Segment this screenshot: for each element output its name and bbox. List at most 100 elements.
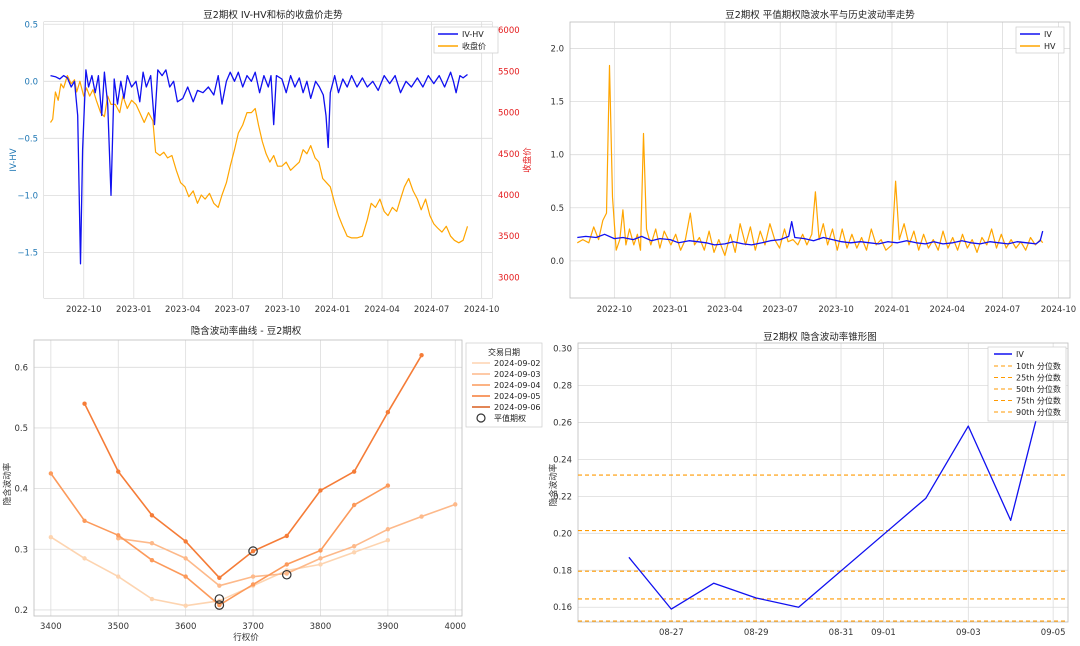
x-tick-label: 08-27 (659, 628, 684, 638)
iv-hv-price-panel: 豆2期权 IV-HV和标的收盘价走势 IV-HV 收盘价 2022-10 2023… (9, 9, 533, 315)
legend-atm-swatch (476, 413, 486, 423)
smile-point (82, 401, 87, 406)
y-tick-label: 0.0 (24, 77, 38, 87)
atm-marker (248, 546, 258, 556)
legend-label: HV (1044, 42, 1056, 51)
smile-point (419, 514, 424, 519)
smile-point (351, 544, 357, 549)
plot-frame (577, 342, 1069, 623)
legend-box (1015, 26, 1065, 54)
x-tick-label: 2023-01 (652, 305, 688, 315)
x-axis-label: 行权价 (233, 632, 259, 643)
y-tick-label: 0.24 (553, 455, 572, 465)
x-tick-label: 2023-04 (707, 305, 743, 315)
y-tick-label: 0.5 (24, 20, 38, 30)
x-tick-label: 2023-04 (165, 305, 201, 315)
smile-point (385, 409, 391, 415)
atm-marker (214, 594, 225, 604)
smile-point (183, 556, 188, 561)
legend-label: 2024-09-06 (494, 403, 541, 412)
smile-point (183, 574, 188, 579)
plot-area (570, 22, 1070, 298)
y-tick-label: 0.5 (14, 424, 28, 434)
smile-point (351, 469, 357, 474)
smile-point (183, 603, 188, 608)
price-line (50, 75, 469, 244)
legend-label: 2024-09-04 (494, 381, 541, 390)
x-tick-label: 3900 (377, 622, 399, 632)
smile-point (318, 488, 323, 493)
x-tick-label: 2023-07 (215, 305, 251, 315)
x-tick-label: 2024-10 (1041, 305, 1077, 315)
plot-area (44, 22, 492, 298)
x-tick-label: 2024-07 (985, 305, 1021, 315)
iv-smile-panel: 隐含波动率曲线 - 豆2期权 行权价 隐含波动率 3400 3500 3600 370… (2, 325, 543, 643)
smile-point (385, 537, 391, 543)
legend-title: 交易日期 (488, 347, 520, 357)
smile-point (284, 562, 289, 567)
x-tick-label: 2023-07 (762, 305, 798, 315)
smile-point (284, 533, 289, 539)
legend-label: IV (1044, 30, 1052, 39)
iv-line (628, 352, 1054, 610)
x-tick-label: 3500 (107, 622, 129, 632)
y2-axis-label: 收盘价 (522, 147, 533, 173)
legend-label: 2024-09-03 (494, 370, 541, 379)
y-tick-label: 0.0 (550, 257, 564, 267)
smile-point (351, 550, 357, 555)
y-tick-label: −1.5 (17, 248, 38, 258)
legend-label: 50th 分位数 (1016, 384, 1061, 394)
y-tick-label: 0.22 (553, 492, 572, 502)
smile-point (149, 541, 155, 546)
y-tick-label: 0.5 (550, 204, 564, 214)
smile-point (318, 556, 323, 561)
y2-tick-label: 3000 (498, 273, 520, 283)
smile-point (149, 513, 155, 518)
legend-box (987, 346, 1067, 422)
x-tick-label: 09-03 (956, 628, 981, 638)
legend-label: IV (1016, 350, 1024, 359)
x-tick-label: 3400 (40, 622, 62, 632)
legend-label: 2024-09-05 (494, 392, 541, 401)
smile-point (116, 533, 121, 538)
chart-title: 豆2期权 IV-HV和标的收盘价走势 (203, 9, 343, 21)
smile-point (217, 583, 222, 588)
y2-tick-label: 5500 (498, 67, 520, 77)
plot-frame (33, 339, 463, 617)
y2-tick-label: 4000 (498, 191, 520, 201)
y-tick-label: 1.5 (550, 98, 564, 108)
x-tick-label: 2023-01 (116, 305, 152, 315)
x-tick-label: 2024-04 (364, 305, 400, 315)
smile-point (250, 582, 256, 587)
smile-point (284, 571, 289, 576)
smile-point (318, 548, 323, 553)
y2-tick-label: 3500 (498, 232, 520, 242)
smile-point (116, 574, 121, 579)
y-tick-label: 0.30 (553, 345, 572, 355)
y-tick-label: 0.26 (553, 418, 572, 428)
x-tick-label: 2024-10 (464, 305, 500, 315)
y-axis-label: 隐含波动率 (2, 462, 13, 505)
smile-point (217, 575, 222, 580)
legend: IV HV (1015, 26, 1065, 54)
x-tick-label: 08-29 (744, 628, 769, 638)
atm-marker (214, 600, 225, 610)
x-tick-label: 2022-10 (597, 305, 633, 315)
y-tick-label: 0.28 (553, 381, 572, 391)
y2-tick-label: 4500 (498, 150, 520, 160)
y-tick-label: 0.6 (14, 363, 28, 373)
y-tick-label: 0.18 (553, 566, 572, 576)
smile-point (116, 469, 121, 474)
x-tick-label: 2022-10 (66, 305, 102, 315)
x-tick-label: 3700 (242, 622, 264, 632)
iv-line (577, 220, 1044, 246)
y-tick-label: −0.5 (17, 134, 38, 144)
smile-point (385, 483, 391, 488)
x-tick-label: 2023-10 (265, 305, 301, 315)
x-tick-label: 09-01 (871, 628, 896, 638)
smile-point (250, 574, 256, 579)
y-tick-label: 2.0 (550, 45, 564, 55)
legend-label: IV-HV (462, 30, 484, 39)
